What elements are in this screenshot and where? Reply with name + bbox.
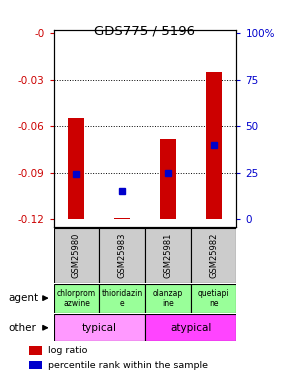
Text: chlorprom
azwine: chlorprom azwine [57, 289, 96, 308]
Text: GSM25982: GSM25982 [209, 232, 218, 278]
Text: log ratio: log ratio [48, 346, 87, 355]
Bar [191, 228, 236, 283]
Bar [54, 228, 99, 283]
Text: olanzap
ine: olanzap ine [153, 289, 183, 308]
Bar [145, 284, 191, 313]
Bar [29, 346, 41, 355]
Text: GDS775 / 5196: GDS775 / 5196 [95, 24, 195, 38]
Text: agent: agent [9, 293, 39, 303]
Bar [54, 284, 99, 313]
Bar [99, 284, 145, 313]
Bar [145, 314, 236, 341]
Bar [114, 217, 130, 219]
Bar [145, 228, 191, 283]
Bar [160, 138, 176, 219]
Text: quetiapi
ne: quetiapi ne [198, 289, 229, 308]
Bar [29, 361, 41, 369]
Text: GSM25981: GSM25981 [163, 232, 172, 278]
Text: percentile rank within the sample: percentile rank within the sample [48, 360, 208, 369]
Bar [191, 284, 236, 313]
Text: atypical: atypical [170, 323, 211, 333]
Text: thioridazin
e: thioridazin e [102, 289, 143, 308]
Text: GSM25980: GSM25980 [72, 232, 81, 278]
Bar [68, 118, 84, 219]
Text: GSM25983: GSM25983 [118, 232, 127, 278]
Text: other: other [9, 323, 37, 333]
Bar [99, 228, 145, 283]
Text: typical: typical [82, 323, 117, 333]
Bar [54, 314, 145, 341]
Bar [206, 72, 222, 219]
